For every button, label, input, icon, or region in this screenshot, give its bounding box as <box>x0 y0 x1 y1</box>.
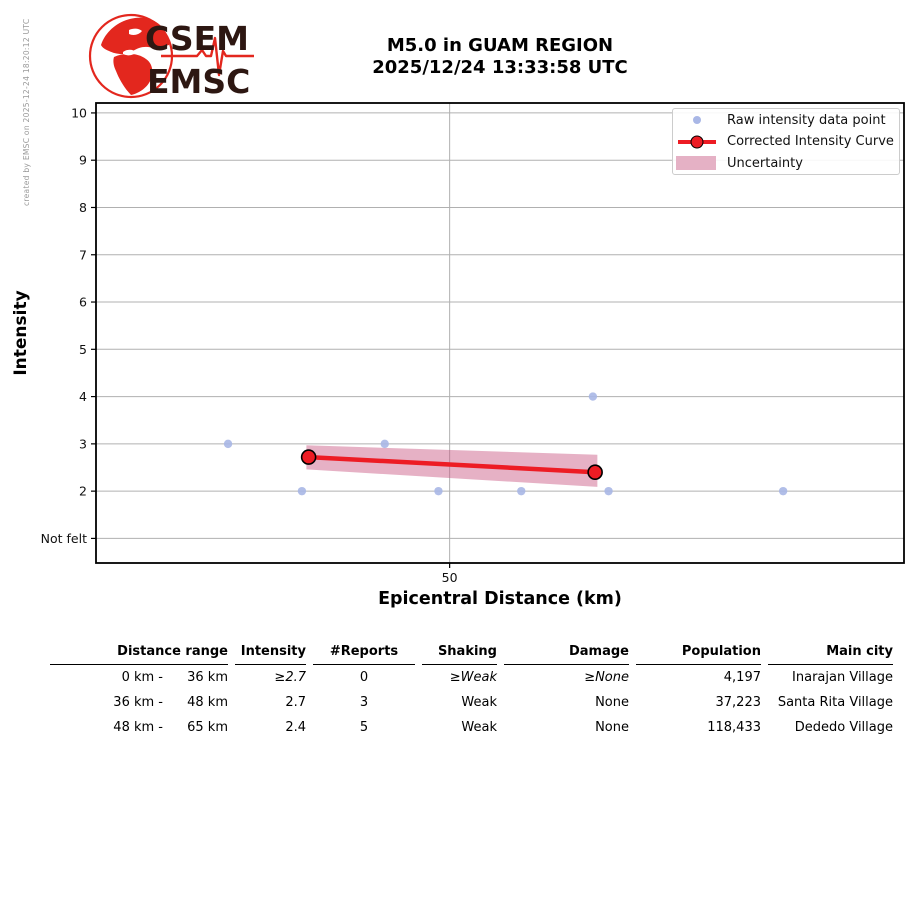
cell-damage: ≥None <box>584 670 629 685</box>
cell-reports: 5 <box>359 720 369 735</box>
table-row: 48 km - 65 km 2.4 5 Weak None 118,433 Dededo Vi… <box>50 715 893 740</box>
cell-shaking: Weak <box>461 695 497 710</box>
curve-line-icon <box>678 139 716 144</box>
corrected-intensity-curve <box>308 454 596 475</box>
raw-data-point <box>517 486 526 496</box>
raw-data-point <box>588 392 598 401</box>
raw-data-point <box>604 486 613 496</box>
col-distance-range-header: Distance range <box>50 640 228 665</box>
y-tick-label: 2 <box>79 484 87 499</box>
raw-point-icon <box>693 116 701 124</box>
table-row: 0 km - 36 km ≥2.7 0 ≥Weak ≥None 4,197 Inarajan … <box>50 665 893 690</box>
raw-data-point <box>223 439 233 449</box>
cell-range-to: 48 km <box>187 695 228 710</box>
cell-population: 37,223 <box>715 695 762 710</box>
logo-text-csem: CSEM <box>145 19 249 58</box>
uncertainty-band-icon <box>675 156 716 170</box>
cell-damage: None <box>595 695 629 710</box>
legend-item-raw: Raw intensity data point <box>673 110 899 131</box>
cell-intensity: ≥2.7 <box>274 670 306 685</box>
raw-data-point <box>297 486 307 496</box>
table-row: 36 km - 48 km 2.7 3 Weak None 37,223 Santa Rita… <box>50 690 893 715</box>
col-damage-header: Damage <box>504 640 629 665</box>
y-tick-label: 9 <box>79 153 87 168</box>
y-tick-label: 3 <box>79 436 87 451</box>
col-intensity-header: Intensity <box>235 640 306 665</box>
created-by-note: created by EMSC on 2025-12-24 18:20:12 U… <box>22 18 31 206</box>
cell-damage: None <box>595 720 629 735</box>
legend-item-uncertainty: Uncertainty <box>673 153 899 174</box>
col-shaking-header: Shaking <box>422 640 497 665</box>
x-axis-label: Epicentral Distance (km) <box>378 589 622 609</box>
cell-range-from: 0 km - <box>121 670 163 685</box>
legend-label-curve: Corrected Intensity Curve <box>727 134 894 149</box>
corrected-intensity-marker <box>300 449 317 465</box>
cell-intensity: 2.7 <box>285 695 306 710</box>
cell-range-from: 48 km - <box>113 720 163 735</box>
legend-item-curve: Corrected Intensity Curve <box>673 131 899 152</box>
event-title-line2: 2025/12/24 13:33:58 UTC <box>372 57 628 78</box>
raw-data-point <box>778 486 788 496</box>
event-title: M5.0 in GUAM REGION 2025/12/24 13:33:58 … <box>250 35 750 79</box>
legend: Raw intensity data point Corrected Inten… <box>672 108 900 175</box>
raw-data-point <box>380 439 389 449</box>
y-tick-label: 7 <box>79 247 87 262</box>
cell-intensity: 2.4 <box>285 720 306 735</box>
legend-label-raw: Raw intensity data point <box>727 112 886 128</box>
col-reports-header: #Reports <box>313 640 415 665</box>
legend-label-uncertainty: Uncertainty <box>727 155 803 171</box>
cell-population: 4,197 <box>723 670 761 685</box>
y-tick-label: Not felt <box>41 531 87 546</box>
corrected-intensity-marker <box>587 464 603 481</box>
table-header-row: Distance range Intensity #Reports Shakin… <box>50 640 893 665</box>
raw-data-point <box>434 486 443 496</box>
csem-emsc-logo: CSEM EMSC <box>88 13 254 101</box>
col-population-header: Population <box>636 640 761 665</box>
y-tick-label: 10 <box>71 105 87 120</box>
plot-border <box>95 102 905 564</box>
cell-main-city: Dededo Village <box>794 720 893 735</box>
globe-icon <box>88 13 174 99</box>
cell-range-to: 65 km <box>187 720 228 735</box>
cell-reports: 3 <box>359 695 369 710</box>
y-tick-label: 8 <box>79 200 87 215</box>
intensity-plot: 10 9 8 7 6 5 4 3 2 Not felt 50 <box>41 102 905 585</box>
cell-population: 118,433 <box>707 720 761 735</box>
logo-text-emsc: EMSC <box>147 62 250 101</box>
event-title-line1: M5.0 in GUAM REGION <box>386 35 614 56</box>
summary-table-body: 0 km - 36 km ≥2.7 0 ≥Weak ≥None 4,197 Inarajan … <box>50 665 893 740</box>
y-tick-label: 6 <box>79 295 87 310</box>
cell-range-to: 36 km <box>187 670 228 685</box>
x-tick-label: 50 <box>442 570 458 585</box>
cell-main-city: Inarajan Village <box>792 670 893 685</box>
summary-table: Distance range Intensity #Reports Shakin… <box>43 640 900 740</box>
cell-main-city: Santa Rita Village <box>777 695 893 710</box>
cell-range-from: 36 km - <box>113 695 163 710</box>
cell-shaking: Weak <box>461 720 497 735</box>
cell-shaking: ≥Weak <box>449 670 497 685</box>
seismogram-icon <box>161 36 254 77</box>
y-axis-label: Intensity <box>11 290 31 376</box>
y-tick-label: 5 <box>79 342 87 357</box>
y-tick-label: 4 <box>79 389 87 404</box>
cell-reports: 0 <box>359 670 369 685</box>
col-main-city-header: Main city <box>768 640 893 665</box>
